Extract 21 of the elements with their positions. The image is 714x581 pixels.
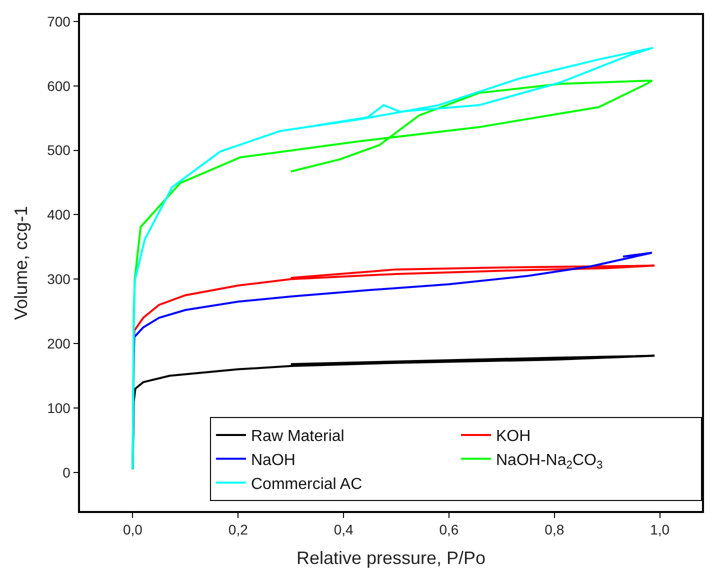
legend-label: NaOH-Na$_{2}$CO$_{3}$ (496, 452, 603, 472)
legend-label: NaOH (251, 452, 296, 470)
legend-label: KOH (496, 428, 531, 446)
y-tick-label: 100 (47, 400, 71, 416)
x-tick-label: 0,8 (544, 522, 564, 538)
x-tick-label: 0,2 (228, 522, 248, 538)
x-tick-label: 0,0 (122, 522, 143, 538)
x-tick-label: 0,6 (439, 522, 459, 538)
legend-label: Commercial AC (251, 476, 362, 493)
y-tick-label: 300 (47, 271, 71, 287)
y-axis-title: Volume, ccg-1 (10, 206, 31, 320)
x-tick-label: 0,4 (334, 522, 354, 538)
y-tick-label: 200 (47, 335, 71, 352)
x-axis-title: Relative pressure, P/Po (296, 548, 486, 568)
y-tick-label: 0 (62, 464, 71, 480)
y-tick-label: 600 (47, 78, 71, 94)
y-tick-label: 500 (47, 142, 71, 158)
y-tick-label: 700 (47, 13, 71, 30)
legend-label: Raw Material (251, 428, 344, 446)
x-tick-label: 1,0 (650, 522, 670, 538)
y-tick-label: 400 (47, 206, 71, 223)
